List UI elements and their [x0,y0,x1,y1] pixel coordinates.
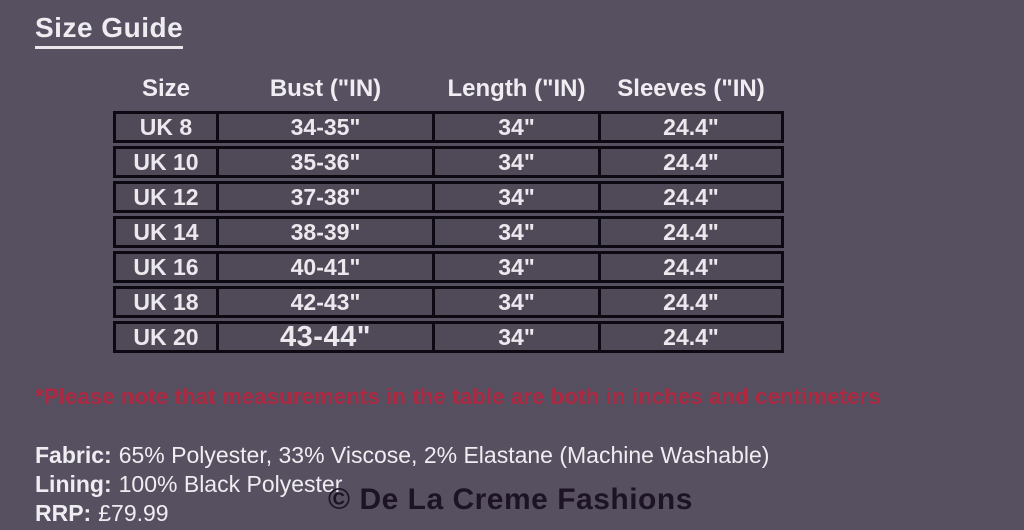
cell-sleeves: 24.4" [598,184,781,210]
lining-line: Lining: 100% Black Polyester [35,472,769,496]
cell-size: UK 20 [133,324,199,350]
table-row: UK 10 35-36" 34" 24.4" [113,146,784,178]
cell-bust: 35-36" [216,149,432,175]
table-body: UK 8 34-35" 34" 24.4" UK 10 35-36" 34" 2… [113,111,784,353]
table-row: UK 20 43-44" 34" 24.4" [113,321,784,353]
cell-bust: 42-43" [216,289,432,315]
cell-size: UK 14 [133,219,199,245]
cell-length: 34" [432,114,598,140]
table-row: UK 8 34-35" 34" 24.4" [113,111,784,143]
table-row: UK 12 37-38" 34" 24.4" [113,181,784,213]
lining-label: Lining: [35,471,112,497]
cell-length: 34" [432,254,598,280]
header-bust: Bust ("IN) [269,75,382,102]
rrp-value: £79.99 [98,500,169,526]
cell-sleeves: 24.4" [598,254,781,280]
cell-bust: 43-44" [216,323,432,352]
cell-length: 34" [432,219,598,245]
cell-sleeves: 24.4" [598,149,781,175]
table-row: UK 18 42-43" 34" 24.4" [113,286,784,318]
header-sleeves: Sleeves ("IN) [617,75,765,102]
cell-length: 34" [432,289,598,315]
fabric-line: Fabric: 65% Polyester, 33% Viscose, 2% El… [35,443,769,467]
cell-length: 34" [432,324,598,350]
table-header-row: Size Bust ("IN) Length ("IN) Sleeves ("I… [113,72,784,106]
fabric-value: 65% Polyester, 33% Viscose, 2% Elastane … [118,442,770,468]
cell-sleeves: 24.4" [598,219,781,245]
cell-size: UK 18 [133,289,199,315]
lining-value: 100% Black Polyester [118,471,343,497]
cell-sleeves: 24.4" [598,324,781,350]
copyright-watermark: © De La Creme Fashions [328,483,693,516]
rrp-label: RRP: [35,500,92,526]
product-details: Fabric: 65% Polyester, 33% Viscose, 2% El… [35,443,769,530]
table-row: UK 16 40-41" 34" 24.4" [113,251,784,283]
cell-bust: 38-39" [216,219,432,245]
size-table: Size Bust ("IN) Length ("IN) Sleeves ("I… [113,72,784,356]
header-size: Size [141,75,191,102]
fabric-label: Fabric: [35,442,112,468]
cell-length: 34" [432,149,598,175]
cell-size: UK 16 [133,254,199,280]
cell-length: 34" [432,184,598,210]
header-length: Length ("IN) [447,75,586,102]
measurement-note: *Please note that measurements in the ta… [35,384,881,409]
cell-size: UK 12 [133,184,199,210]
cell-bust: 34-35" [216,114,432,140]
table-row: UK 14 38-39" 34" 24.4" [113,216,784,248]
cell-sleeves: 24.4" [598,289,781,315]
cell-size: UK 8 [139,114,193,140]
page-title: Size Guide [35,12,184,49]
rrp-line: RRP: £79.99 [35,501,769,525]
cell-bust: 37-38" [216,184,432,210]
cell-bust: 40-41" [216,254,432,280]
cell-sleeves: 24.4" [598,114,781,140]
cell-size: UK 10 [133,149,199,175]
